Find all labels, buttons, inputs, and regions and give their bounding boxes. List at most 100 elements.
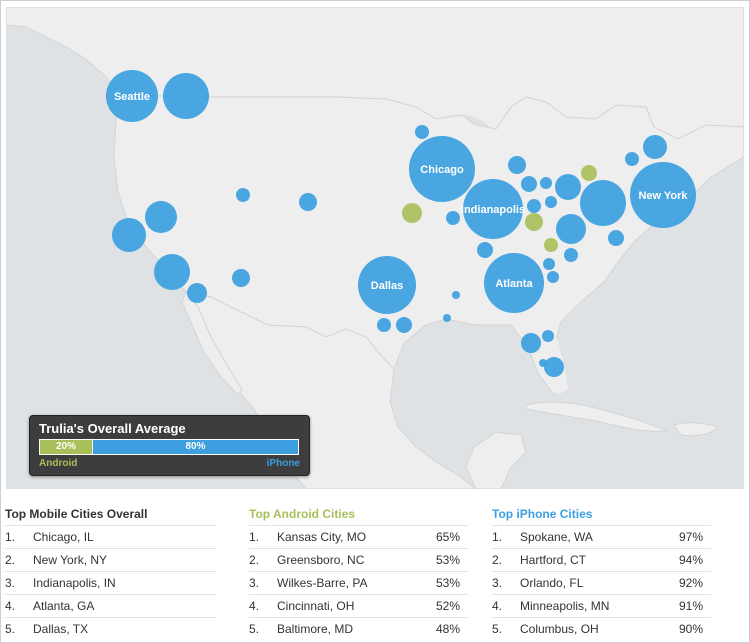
list-item: 4. Atlanta, GA — [5, 595, 217, 618]
iphone-city-bubble[interactable] — [409, 136, 475, 202]
iphone-city-bubble[interactable] — [415, 125, 429, 139]
iphone-city-bubble[interactable] — [484, 253, 544, 313]
iphone-city-bubble[interactable] — [544, 357, 564, 377]
iphone-city-bubble[interactable] — [187, 283, 207, 303]
city: Indianapolis, IN — [33, 576, 116, 590]
iphone-city-bubble[interactable] — [299, 193, 317, 211]
iphone-city-bubble[interactable] — [545, 196, 557, 208]
legend-share-bar: 20% 80% — [39, 439, 299, 455]
iphone-city-bubble[interactable] — [556, 214, 586, 244]
android-city-bubble[interactable] — [525, 213, 543, 231]
rank: 2. — [492, 553, 503, 567]
percent: 52% — [435, 599, 460, 613]
percent: 65% — [435, 530, 460, 544]
city-label-atlanta: Atlanta — [495, 278, 533, 290]
city-label-seattle: Seattle — [114, 91, 150, 103]
city: Atlanta, GA — [33, 599, 95, 613]
overall-title: Top Mobile Cities Overall — [5, 507, 148, 521]
list-item: 3. Orlando, FL 92% — [492, 572, 711, 595]
iphone-city-bubble[interactable] — [377, 318, 391, 332]
city: Chicago, IL — [33, 530, 94, 544]
iphone-city-bubble[interactable] — [452, 291, 460, 299]
rank: 2. — [249, 553, 260, 567]
iphone-city-bubble[interactable] — [508, 156, 526, 174]
city: Dallas, TX — [33, 622, 89, 636]
rank: 5. — [492, 622, 503, 636]
percent: 53% — [435, 576, 460, 590]
iphone-city-bubble[interactable] — [630, 162, 696, 228]
average-legend: Trulia's Overall Average 20% 80% Android… — [29, 415, 310, 476]
iphone-city-bubble[interactable] — [555, 174, 581, 200]
list-item: 2. New York, NY — [5, 549, 217, 572]
legend-android-label: Android — [39, 458, 78, 469]
baja-land — [181, 291, 243, 396]
iphone-city-bubble[interactable] — [446, 211, 460, 225]
list-item: 1. Chicago, IL — [5, 526, 217, 549]
percent: 92% — [678, 576, 703, 590]
percent: 91% — [678, 599, 703, 613]
city-bubbles: Seattle Chicago Indianapolis New York Atlant… — [106, 70, 696, 377]
iphone-list: Top iPhone Cities 1. Spokane, WA 97% 2. Har… — [492, 506, 711, 640]
city: Minneapolis, MN — [520, 599, 610, 613]
legend-title: Trulia's Overall Average — [39, 421, 186, 436]
list-item: 2. Greensboro, NC 53% — [249, 549, 468, 572]
iphone-title: Top iPhone Cities — [492, 507, 593, 521]
iphone-city-bubble[interactable] — [625, 152, 639, 166]
iphone-city-bubble[interactable] — [564, 248, 578, 262]
percent: 48% — [435, 622, 460, 636]
iphone-share-segment: 80% — [93, 440, 298, 454]
map-canvas: Seattle Chicago Indianapolis New York Atlant… — [6, 7, 744, 489]
iphone-city-bubble[interactable] — [521, 333, 541, 353]
iphone-city-bubble[interactable] — [539, 359, 547, 367]
rank: 5. — [5, 622, 16, 636]
android-city-bubble[interactable] — [544, 238, 558, 252]
iphone-city-bubble[interactable] — [608, 230, 624, 246]
hispaniola-land — [673, 422, 719, 437]
city-label-new-york: New York — [638, 190, 688, 202]
iphone-city-bubble[interactable] — [145, 201, 177, 233]
iphone-city-bubble[interactable] — [163, 73, 209, 119]
iphone-city-bubble[interactable] — [236, 188, 250, 202]
iphone-city-bubble[interactable] — [543, 258, 555, 270]
city: New York, NY — [33, 553, 108, 567]
android-share-segment: 20% — [40, 440, 92, 454]
iphone-city-bubble[interactable] — [112, 218, 146, 252]
city: Orlando, FL — [520, 576, 584, 590]
city: Greensboro, NC — [277, 553, 365, 567]
iphone-city-bubble[interactable] — [542, 330, 554, 342]
iphone-city-bubble[interactable] — [477, 242, 493, 258]
iphone-city-bubble[interactable] — [527, 199, 541, 213]
rank: 2. — [5, 553, 16, 567]
list-item: 1. Kansas City, MO 65% — [249, 526, 468, 549]
android-city-bubble[interactable] — [581, 165, 597, 181]
iphone-city-bubble[interactable] — [580, 180, 626, 226]
iphone-city-bubble[interactable] — [463, 179, 523, 239]
iphone-city-bubble[interactable] — [643, 135, 667, 159]
iphone-city-bubble[interactable] — [358, 256, 416, 314]
iphone-city-bubble[interactable] — [232, 269, 250, 287]
iphone-city-bubble[interactable] — [106, 70, 158, 122]
list-item: 3. Indianapolis, IN — [5, 572, 217, 595]
city-label-chicago: Chicago — [420, 164, 464, 176]
rank: 1. — [5, 530, 16, 544]
city: Columbus, OH — [520, 622, 599, 636]
android-title: Top Android Cities — [249, 507, 355, 521]
android-city-bubble[interactable] — [402, 203, 422, 223]
iphone-city-bubble[interactable] — [443, 314, 451, 322]
list-item: 2. Hartford, CT 94% — [492, 549, 711, 572]
list-item: 5. Columbus, OH 90% — [492, 618, 711, 640]
list-item: 1. Spokane, WA 97% — [492, 526, 711, 549]
city-label-dallas: Dallas — [371, 280, 403, 292]
iphone-city-bubble[interactable] — [547, 271, 559, 283]
rank: 3. — [492, 576, 503, 590]
iphone-city-bubble[interactable] — [521, 176, 537, 192]
cuba-land — [525, 401, 668, 432]
percent: 53% — [435, 553, 460, 567]
city: Baltimore, MD — [277, 622, 354, 636]
iphone-city-bubble[interactable] — [540, 177, 552, 189]
rank: 5. — [249, 622, 260, 636]
iphone-city-bubble[interactable] — [396, 317, 412, 333]
iphone-city-bubble[interactable] — [154, 254, 190, 290]
rank: 4. — [5, 599, 16, 613]
legend-iphone-label: iPhone — [266, 458, 300, 469]
